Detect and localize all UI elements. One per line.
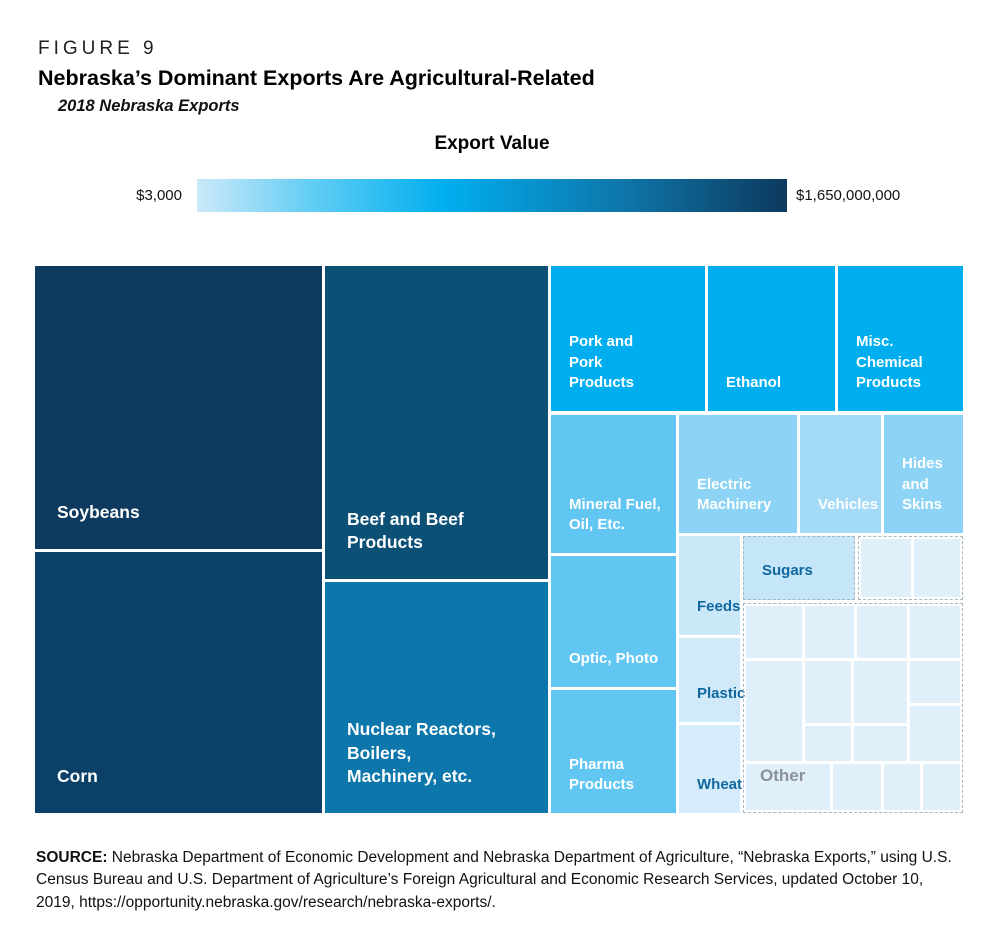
cell-electric-machinery: Electric Machinery <box>679 415 797 533</box>
other-mosaic-cell <box>884 764 920 810</box>
cell-hides-and-skins: Hides and Skins <box>884 415 963 533</box>
figure-subtitle: 2018 Nebraska Exports <box>58 97 240 115</box>
source-note: SOURCE: Nebraska Department of Economic … <box>36 847 962 914</box>
cell-feeds: Feeds <box>679 536 740 635</box>
figure-label: FIGURE 9 <box>38 38 158 59</box>
cell-nuclear-reactors-boilers-machinery: Nuclear Reactors, Boilers, Machinery, et… <box>325 582 548 813</box>
cell-wheat: Wheat <box>679 725 742 813</box>
legend-title: Export Value <box>434 133 550 154</box>
cell-label-ethanol: Ethanol <box>726 373 781 391</box>
other-mosaic-cell <box>833 764 881 810</box>
other-mosaic-cell <box>923 764 960 810</box>
cell-beef-and-beef-products: Beef and Beef Products <box>325 266 548 579</box>
cell-misc-chemical-products: Misc. Chemical Products <box>838 266 963 411</box>
other-mosaic-cell <box>746 764 830 810</box>
cell-mineral-fuel-oil-etc: Mineral Fuel, Oil, Etc. <box>551 415 676 553</box>
other-mosaic-cell <box>854 661 907 723</box>
other-mosaic-cell <box>805 606 854 658</box>
other-mosaic-cell <box>746 606 802 658</box>
cell-soybeans: Soybeans <box>35 266 322 549</box>
cell-label-beef-and-beef-products: Beef and Beef Products <box>347 508 464 553</box>
other-mosaic-cell <box>861 539 911 597</box>
other-region-outline-2 <box>743 603 963 813</box>
cell-label-vehicles: Vehicles <box>818 495 879 513</box>
cell-label-soybeans: Soybeans <box>57 502 140 523</box>
cell-label-electric-machinery: Electric Machinery <box>697 475 772 513</box>
figure-title: Nebraska’s Dominant Exports Are Agricult… <box>38 66 595 90</box>
legend-max-label: $1,650,000,000 <box>796 187 901 204</box>
other-mosaic-cell <box>857 606 907 658</box>
cell-pork-and-pork-products: Pork and Pork Products <box>551 266 705 411</box>
cell-vehicles: Vehicles <box>800 415 881 533</box>
cell-label-optic-photo: Optic, Photo <box>569 649 659 667</box>
cell-sugars: Sugars <box>743 536 855 600</box>
source-label: SOURCE: <box>36 849 108 866</box>
cell-label-corn: Corn <box>57 766 98 787</box>
cell-corn: Corn <box>35 552 322 813</box>
legend-gradient-bar <box>197 179 787 212</box>
cell-label-sugars: Sugars <box>762 561 813 579</box>
cell-label-pork-and-pork-products: Pork and Pork Products <box>569 333 635 391</box>
cell-label-plastics: Plastics <box>697 684 754 702</box>
cell-label-mineral-fuel-oil-etc: Mineral Fuel, Oil, Etc. <box>569 495 661 533</box>
treemap-chart: Soybeans Corn Beef and Beef Products Nuclea… <box>35 266 963 813</box>
cell-label-misc-chemical-products: Misc. Chemical Products <box>856 333 923 391</box>
other-mosaic-cell <box>914 539 960 597</box>
cell-label-nuclear-reactors-boilers-machinery: Nuclear Reactors, Boilers, Machinery, et… <box>347 719 496 787</box>
cell-label-hides-and-skins: Hides and Skins <box>902 455 943 513</box>
cell-ethanol: Ethanol <box>708 266 835 411</box>
other-mosaic-cell <box>910 706 960 761</box>
other-mosaic-cell <box>746 661 802 761</box>
cell-label-wheat: Wheat <box>697 775 742 793</box>
cell-optic-photo: Optic, Photo <box>551 556 676 687</box>
cell-label-pharma-products: Pharma Products <box>569 755 635 793</box>
other-group-label: Other <box>760 766 806 785</box>
cell-plastics: Plastics <box>679 638 754 722</box>
legend-min-label: $3,000 <box>136 187 182 204</box>
other-mosaic-cell <box>910 661 960 703</box>
other-region-outline-1 <box>858 536 963 600</box>
cell-label-feeds: Feeds <box>697 597 741 615</box>
other-mosaic-cell <box>910 606 960 658</box>
cell-pharma-products: Pharma Products <box>551 690 676 813</box>
source-text: Nebraska Department of Economic Developm… <box>36 849 952 911</box>
other-mosaic-cell <box>805 726 851 761</box>
other-mosaic-cell <box>854 726 907 761</box>
other-mosaic-cell <box>805 661 851 723</box>
